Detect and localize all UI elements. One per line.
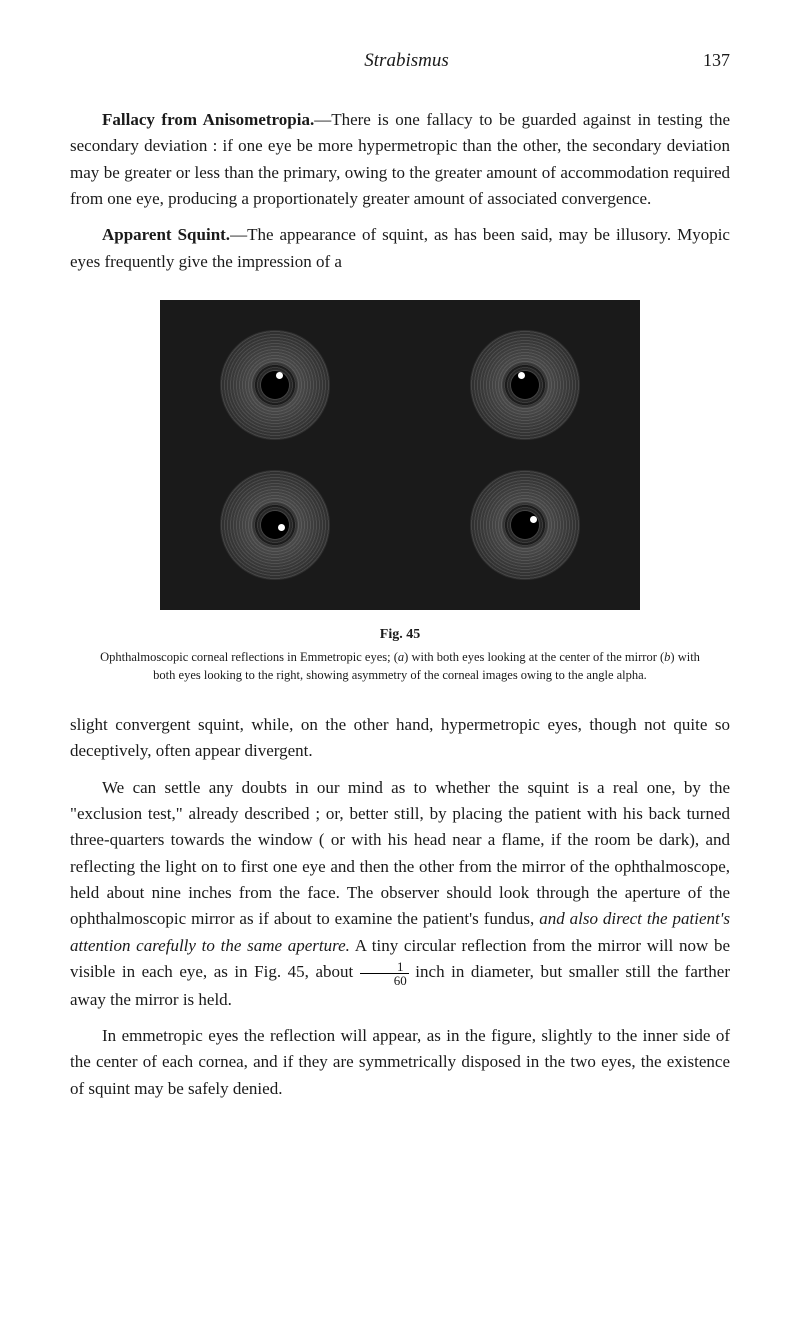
eye-a-left — [220, 330, 330, 440]
fraction-denominator: 60 — [360, 974, 409, 987]
caption-pre: Ophthalmoscopic corneal reflections in E… — [100, 650, 398, 664]
paragraph-3-text: slight convergent squint, while, on the … — [70, 715, 730, 760]
paragraph-3: slight convergent squint, while, on the … — [70, 712, 730, 765]
reflection-dot — [530, 516, 537, 523]
reflection-dot — [278, 524, 285, 531]
eye-b-left — [220, 470, 330, 580]
figure-caption: Ophthalmoscopic corneal reflections in E… — [90, 649, 710, 684]
heading-apparent: Apparent Squint. — [102, 225, 230, 244]
caption-mid1: ) with both eyes looking at the center o… — [404, 650, 664, 664]
fraction-numerator: 1 — [360, 960, 409, 974]
heading-fallacy: Fallacy from Anisometropia. — [102, 110, 314, 129]
fraction-one-sixtieth: 160 — [360, 960, 409, 987]
eye-a-right — [470, 330, 580, 440]
reflection-dot — [276, 372, 283, 379]
page-header: Strabismus 137 — [70, 50, 730, 72]
pupil-icon — [261, 511, 289, 539]
paragraph-4: We can settle any doubts in our mind as … — [70, 775, 730, 1013]
paragraph-5-text: In emmetropic eyes the reflection will a… — [70, 1026, 730, 1098]
paragraph-4-pre: We can settle any doubts in our mind as … — [70, 778, 730, 929]
figure-image — [160, 300, 640, 610]
pupil-icon — [511, 371, 539, 399]
eye-b-right — [470, 470, 580, 580]
paragraph-5: In emmetropic eyes the reflection will a… — [70, 1023, 730, 1102]
paragraph-1: Fallacy from Anisometropia.—There is one… — [70, 107, 730, 212]
reflection-dot — [518, 372, 525, 379]
figure-45: Fig. 45 Ophthalmoscopic corneal reflecti… — [70, 300, 730, 684]
pupil-icon — [261, 371, 289, 399]
running-head: Strabismus — [110, 50, 703, 72]
page-number: 137 — [703, 50, 730, 71]
paragraph-2: Apparent Squint.—The appearance of squin… — [70, 222, 730, 275]
figure-label: Fig. 45 — [70, 627, 730, 643]
